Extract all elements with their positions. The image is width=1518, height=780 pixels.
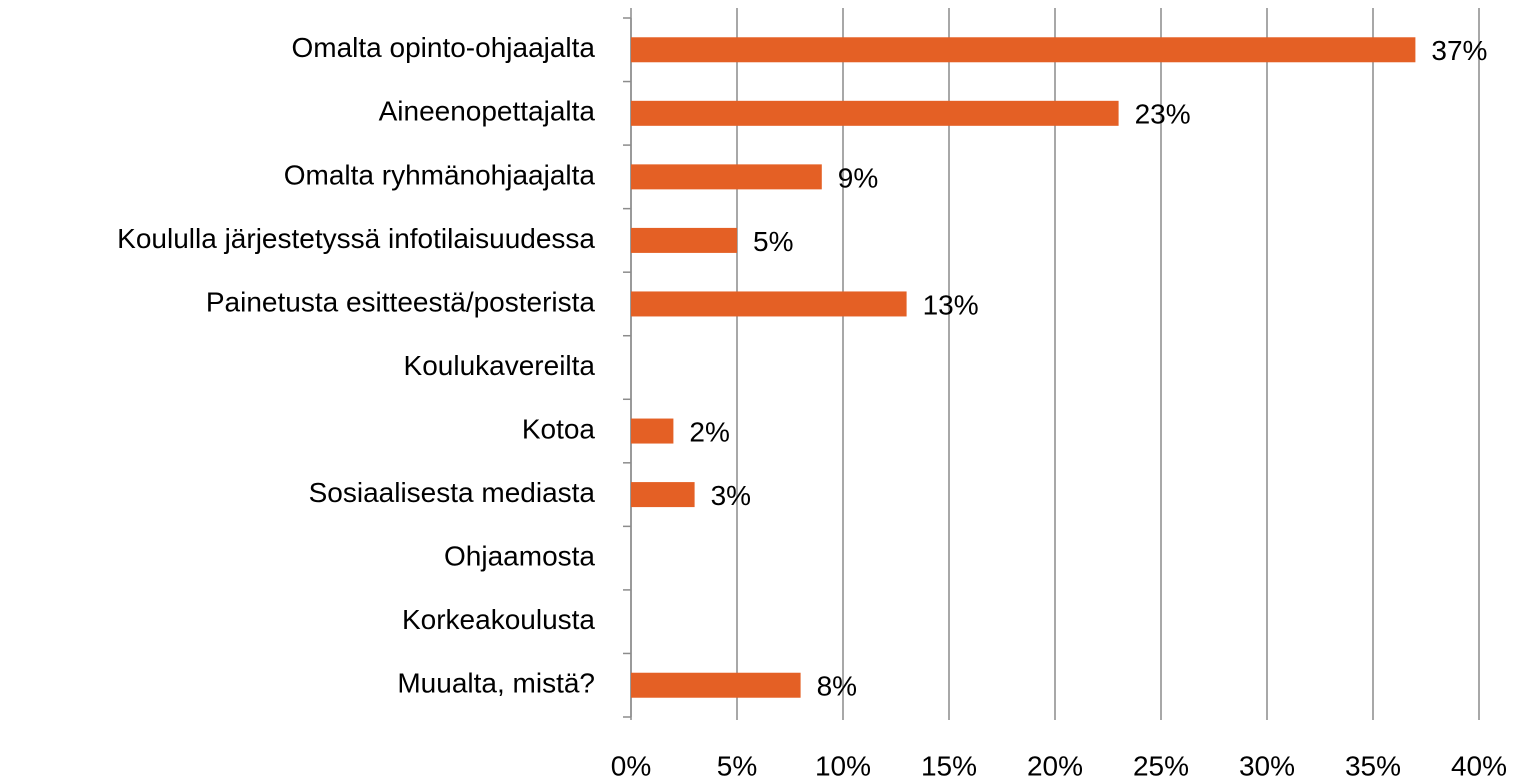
y-tick-label: Kotoa (522, 413, 596, 444)
value-label: 23% (1135, 99, 1191, 130)
y-tick-label: Sosiaalisesta mediasta (309, 477, 596, 508)
value-label: 37% (1431, 35, 1487, 66)
x-tick-label: 35% (1345, 750, 1401, 780)
bar (631, 37, 1416, 63)
bar (631, 227, 737, 253)
y-tick-label: Koulukavereilta (404, 350, 596, 381)
x-tick-label: 40% (1451, 750, 1507, 780)
y-tick-label: Omalta ryhmänohjaajalta (284, 159, 596, 190)
bar (631, 418, 674, 444)
value-label: 8% (817, 671, 857, 702)
y-tick-label: Aineenopettajalta (379, 96, 596, 127)
bar (631, 100, 1119, 126)
y-tick-label: Painetusta esitteestä/posterista (206, 286, 596, 317)
value-label: 13% (923, 289, 979, 320)
bar (631, 482, 695, 508)
x-tick-label: 25% (1133, 750, 1189, 780)
x-tick-label: 15% (921, 750, 977, 780)
y-tick-label: Omalta opinto-ohjaajalta (291, 32, 595, 63)
y-tick-label: Koululla järjestetyssä infotilaisuudessa (117, 223, 595, 254)
bar (631, 672, 801, 698)
y-tick-label: Muualta, mistä? (397, 668, 595, 699)
x-tick-label: 0% (611, 750, 651, 780)
bar (631, 291, 907, 317)
y-tick-label: Korkeakoulusta (402, 604, 595, 635)
x-tick-label: 10% (815, 750, 871, 780)
value-label: 2% (689, 416, 729, 447)
x-tick-label: 5% (717, 750, 757, 780)
y-tick-label: Ohjaamosta (444, 541, 595, 572)
value-label: 9% (838, 162, 878, 193)
x-tick-label: 20% (1027, 750, 1083, 780)
bar (631, 164, 822, 190)
value-label: 5% (753, 226, 793, 257)
x-tick-label: 30% (1239, 750, 1295, 780)
value-label: 3% (711, 480, 751, 511)
